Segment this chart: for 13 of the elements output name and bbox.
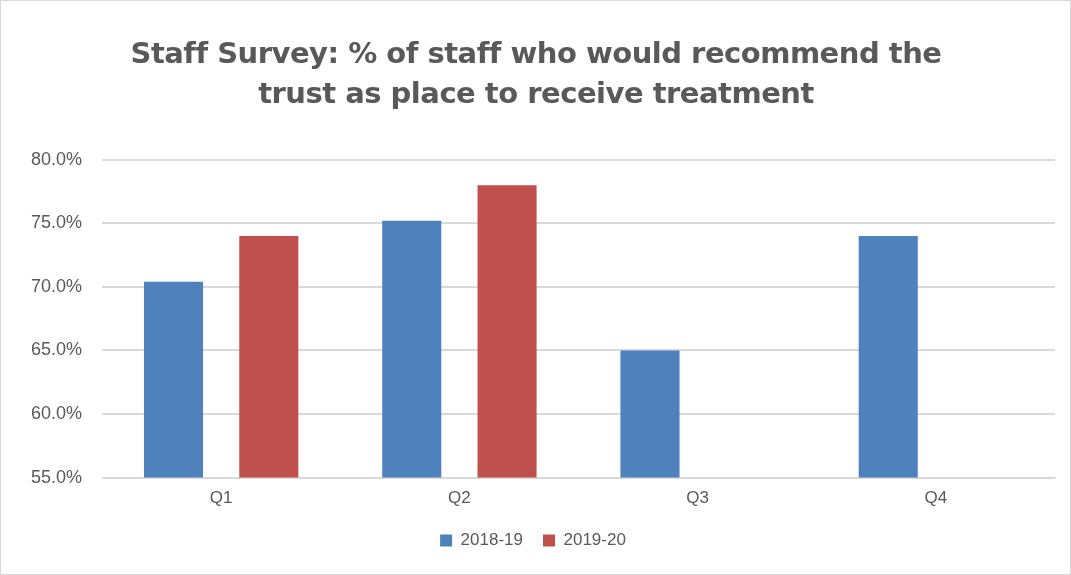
y-tick-label: 75.0%	[30, 212, 83, 233]
x-tick-label: Q2	[448, 488, 471, 508]
chart-title: Staff Survey: % of staff who would recommend the trust as place to receive treatment	[129, 35, 943, 112]
y-tick-label: 65.0%	[30, 339, 83, 360]
y-tick-label: 70.0%	[30, 275, 83, 296]
x-tick-label: Q4	[924, 488, 948, 508]
y-tick-label: 80.0%	[30, 148, 83, 169]
x-tick-label: Q1	[209, 488, 233, 508]
legend-label: 2019-20	[563, 530, 626, 550]
x-tick-label: Q3	[686, 488, 709, 508]
y-tick-label: 60.0%	[30, 403, 83, 424]
y-tick-label: 55.0%	[30, 466, 83, 487]
legend-label: 2018-19	[460, 530, 523, 550]
